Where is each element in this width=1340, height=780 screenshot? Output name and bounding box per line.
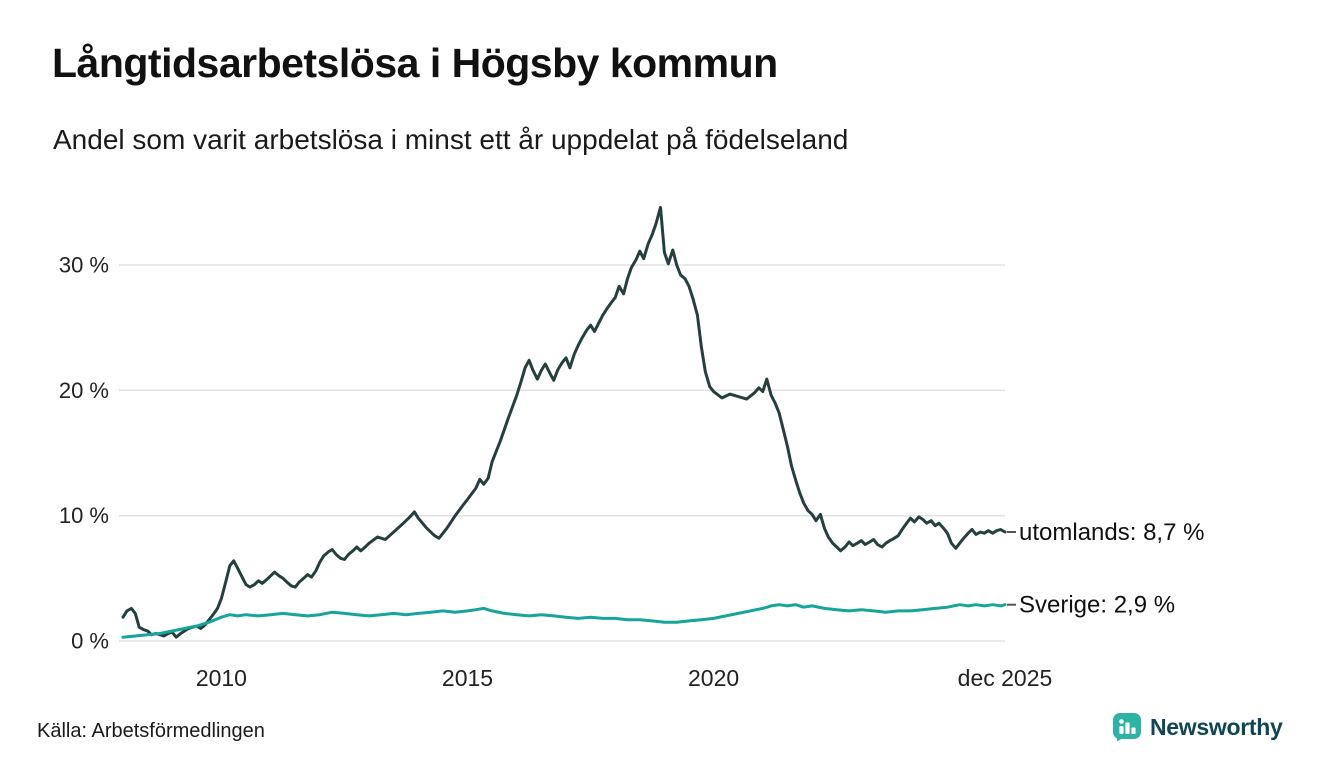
newsworthy-logo-icon bbox=[1113, 713, 1141, 742]
x-axis-tick-label: 2015 bbox=[442, 665, 493, 691]
source-note: Källa: Arbetsförmedlingen bbox=[37, 720, 265, 742]
series-end-label-Sverige: Sverige: 2,9 % bbox=[1019, 592, 1175, 619]
y-axis-tick-label: 0 % bbox=[71, 629, 109, 654]
newsworthy-logo: Newsworthy bbox=[1112, 712, 1283, 742]
x-axis-tick-label: dec 2025 bbox=[958, 665, 1053, 691]
x-axis-tick-label: 2020 bbox=[688, 665, 739, 691]
page-subtitle: Andel som varit arbetslösa i minst ett å… bbox=[53, 124, 849, 155]
y-axis-tick-label: 30 % bbox=[59, 253, 109, 278]
page-title: Långtidsarbetslösa i Högsby kommun bbox=[52, 40, 778, 86]
y-axis-tick-label: 10 % bbox=[59, 503, 109, 528]
series-end-label-utomlands: utomlands: 8,7 % bbox=[1019, 519, 1204, 546]
newsworthy-logo-text: Newsworthy bbox=[1150, 713, 1283, 740]
series-line-utomlands bbox=[121, 205, 1007, 639]
series-line-Sverige bbox=[121, 603, 1007, 639]
x-axis-tick-label: 2010 bbox=[196, 665, 247, 691]
y-axis-tick-label: 20 % bbox=[59, 378, 109, 403]
